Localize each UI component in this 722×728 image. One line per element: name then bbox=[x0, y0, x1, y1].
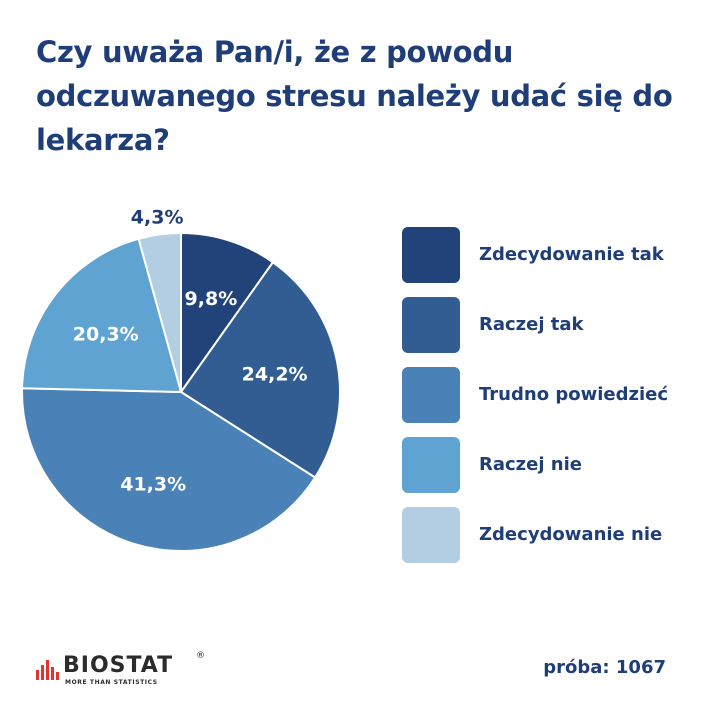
chart-title: Czy uważa Pan/i, że z powodu odczuwanego… bbox=[36, 35, 673, 157]
legend-label-raczej-tak: Raczej tak bbox=[479, 314, 584, 335]
pie-slice-zdecydowanie-tak bbox=[180, 231, 275, 396]
pie-slice-raczej-nie bbox=[21, 237, 183, 394]
legend-label-zdecydowanie-nie: Zdecydowanie nie bbox=[479, 524, 663, 545]
pie-label-3: 20,3% bbox=[73, 323, 139, 345]
logo-tagline: MORE THAN STATISTICS bbox=[65, 679, 158, 686]
legend-swatch-zdecydowanie-nie bbox=[402, 507, 460, 563]
pie-label-1: 24,2% bbox=[242, 364, 308, 386]
legend-label-zdecydowanie-tak: Zdecydowanie tak bbox=[479, 244, 664, 265]
bar-chart-icon bbox=[36, 660, 59, 680]
biostat-logo: BIOSTAT ® MORE THAN STATISTICS bbox=[36, 651, 236, 691]
pie-label-4: 4,3% bbox=[131, 207, 184, 229]
sample-size: próba: 1067 bbox=[543, 657, 666, 678]
pie-slice-raczej-tak bbox=[179, 260, 341, 479]
registered-mark: ® bbox=[196, 651, 205, 661]
pie-label-0: 9,8% bbox=[185, 288, 238, 310]
logo-wordmark: BIOSTAT bbox=[63, 653, 174, 678]
legend-label-trudno-powiedziec: Trudno powiedzieć bbox=[479, 384, 668, 405]
legend-swatch-trudno-powiedziec bbox=[402, 367, 460, 423]
pie-chart: 9,8% 24,2% 41,3% 20,3% 4,3% bbox=[21, 207, 341, 552]
pie-label-2: 41,3% bbox=[120, 473, 186, 495]
legend-swatch-raczej-nie bbox=[402, 437, 460, 493]
legend-swatch-raczej-tak bbox=[402, 297, 460, 353]
legend-label-raczej-nie: Raczej nie bbox=[479, 454, 582, 475]
pie-slice-trudno-powiedziec bbox=[21, 387, 317, 552]
legend-swatch-zdecydowanie-tak bbox=[402, 227, 460, 283]
